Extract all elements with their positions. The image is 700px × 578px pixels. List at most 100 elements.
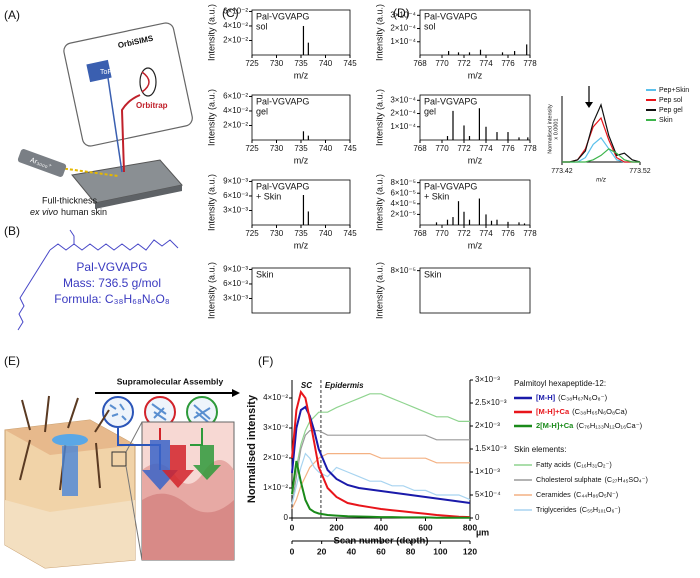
x-tick-label: 768 bbox=[413, 144, 427, 153]
legend-formula: (C₇₆H₁₃₃N₁₂O₁₆Ca⁻) bbox=[576, 421, 642, 430]
annotation: Pal-VGVAPG bbox=[424, 181, 477, 191]
x-axis-label: m/z bbox=[468, 155, 483, 165]
x-tick-label: 740 bbox=[319, 229, 333, 238]
legend-name: Cholesterol sulphate bbox=[536, 475, 602, 484]
y-tick-label: 3×10⁻³ bbox=[223, 294, 248, 303]
x2-axis-label: µm bbox=[476, 527, 489, 537]
x-tick-label: 776 bbox=[501, 229, 515, 238]
legend-name: Ceramides bbox=[536, 490, 571, 499]
assembly-title: Supramolecular Assembly bbox=[117, 376, 224, 386]
y2-tick-label: 3×10⁻³ bbox=[475, 375, 500, 384]
instrument-diagram: ToF OrbiSIMS Orbitrap Ar₃₀₀₀⁺ Full-thick… bbox=[17, 22, 193, 217]
y-tick-label: 3×10⁻² bbox=[263, 423, 288, 432]
legend-formula: (C₂₇H₄₅SO₄⁻) bbox=[605, 475, 648, 484]
x-tick-label: 774 bbox=[479, 144, 493, 153]
legend-label: Cholesterol sulphate (C₂₇H₄₅SO₄⁻) bbox=[536, 475, 648, 484]
x-tick-label: 770 bbox=[435, 229, 449, 238]
y-tick-label: 6×10⁻⁵ bbox=[390, 188, 416, 197]
legend-formula: (C₃₈H₆₅N₆O₈Ca) bbox=[572, 407, 628, 416]
orbitrap-cell bbox=[139, 67, 157, 97]
y-tick-label: 1×10⁻⁴ bbox=[390, 37, 416, 46]
skin-sample-edge bbox=[95, 185, 182, 209]
x2-tick-label: 40 bbox=[347, 546, 357, 556]
molecule-diagram bbox=[17, 229, 179, 331]
x2-tick-label: 80 bbox=[406, 546, 416, 556]
annotation: SC bbox=[301, 381, 312, 390]
y-tick-label: 0 bbox=[284, 513, 289, 522]
legend-label: Triglycerides (C₅₅H₁₀₁O₆⁻) bbox=[536, 505, 621, 514]
x2-tick-label: 20 bbox=[317, 546, 327, 556]
legend-label: Pep gel bbox=[659, 107, 683, 114]
y-axis-label: Intensity (a.u.) bbox=[206, 4, 216, 61]
x-tick-label: 200 bbox=[329, 522, 343, 532]
orbitrap-label: Orbitrap bbox=[136, 101, 168, 110]
x2-tick-label: 60 bbox=[376, 546, 386, 556]
dermis-layer bbox=[142, 493, 234, 560]
legend-label: [M-H] (C₃₈H₆₇N₆O₈⁻) bbox=[536, 393, 608, 402]
y2-tick-label: 1×10⁻³ bbox=[475, 467, 500, 476]
legend-label: Pep+Skin bbox=[659, 87, 689, 94]
x-tick-label: 776 bbox=[501, 144, 515, 153]
plot-frame bbox=[419, 267, 531, 314]
y-tick-label: 2×10⁻² bbox=[223, 36, 248, 45]
tof-box bbox=[86, 59, 112, 83]
annotation: Pal-VGVAPG bbox=[256, 11, 309, 21]
sample-label: ex vivo human skin bbox=[30, 207, 107, 217]
x-tick-label: 772 bbox=[457, 229, 471, 238]
annotation: Pal-VGVAPG bbox=[256, 181, 309, 191]
x-tick-label: 770 bbox=[435, 59, 449, 68]
x-tick-label: 730 bbox=[270, 229, 284, 238]
x-tick-label: 725 bbox=[245, 229, 259, 238]
x-tick-label: 768 bbox=[413, 229, 427, 238]
panel-label: (B) bbox=[4, 224, 20, 238]
x-tick-label: 772 bbox=[457, 144, 471, 153]
x2-tick-label: 120 bbox=[463, 546, 477, 556]
y-axis-label: Intensity (a.u.) bbox=[206, 89, 216, 146]
y-axis-label: Intensity (a.u.) bbox=[374, 262, 384, 319]
line bbox=[562, 136, 640, 163]
x-tick-label: 778 bbox=[523, 144, 537, 153]
y-tick-label: 2×10⁻² bbox=[223, 121, 248, 130]
x-tick-label: 400 bbox=[374, 522, 388, 532]
line bbox=[291, 430, 470, 505]
dermis bbox=[5, 500, 135, 568]
x-tick-label: 730 bbox=[270, 144, 284, 153]
plot-frame bbox=[419, 94, 531, 141]
formulation-drop bbox=[52, 434, 88, 446]
x-tick-label: 740 bbox=[319, 144, 333, 153]
y-axis-label: Intensity (a.u.) bbox=[206, 262, 216, 319]
panel-label: (A) bbox=[4, 8, 20, 22]
instrument-box bbox=[63, 22, 193, 147]
panel-label: (C) bbox=[222, 6, 239, 20]
x-tick-label: 770 bbox=[435, 144, 449, 153]
y-axis-label: Intensity (a.u.) bbox=[374, 89, 384, 146]
legend-name: [M-H]+Ca bbox=[536, 407, 570, 416]
y-axis-label: Intensity (a.u.) bbox=[374, 4, 384, 61]
legend-formula: (C₅₅H₁₀₁O₆⁻) bbox=[579, 505, 620, 514]
x-tick-label: 0 bbox=[290, 522, 295, 532]
y-tick-label: 9×10⁻³ bbox=[223, 177, 248, 186]
legend-title: Palmitoyl hexapeptide-12: bbox=[514, 379, 606, 388]
y-tick-label: 6×10⁻³ bbox=[223, 191, 248, 200]
ion-gun bbox=[17, 149, 67, 177]
x-axis-label: m/z bbox=[468, 70, 483, 80]
y-tick-label: 3×10⁻³ bbox=[223, 206, 248, 215]
y-tick-label: 9×10⁻³ bbox=[223, 265, 248, 274]
skin-diagram: Supramolecular Assembly bbox=[4, 376, 240, 569]
annotation: Pal-VGVAPG bbox=[424, 96, 477, 106]
annotation: Skin bbox=[256, 269, 274, 279]
x-tick-label: 745 bbox=[343, 144, 357, 153]
x-tick-label: 735 bbox=[294, 229, 308, 238]
x-tick-label: 730 bbox=[270, 59, 284, 68]
arrowhead bbox=[232, 389, 240, 397]
legend-name: Triglycerides bbox=[536, 505, 577, 514]
y-axis-label: Intensity (a.u.) bbox=[206, 174, 216, 231]
x2-tick-label: 100 bbox=[433, 546, 447, 556]
plot-frame bbox=[419, 9, 531, 56]
legend-formula: (C₄₄H₈₆O₅N⁻) bbox=[574, 490, 618, 499]
sample-label-rest: human skin bbox=[61, 207, 107, 217]
zoom-line bbox=[125, 421, 143, 453]
x-axis-label: m/z bbox=[294, 155, 309, 165]
beam bbox=[107, 77, 123, 173]
y-tick-label: 2×10⁻² bbox=[263, 453, 288, 462]
